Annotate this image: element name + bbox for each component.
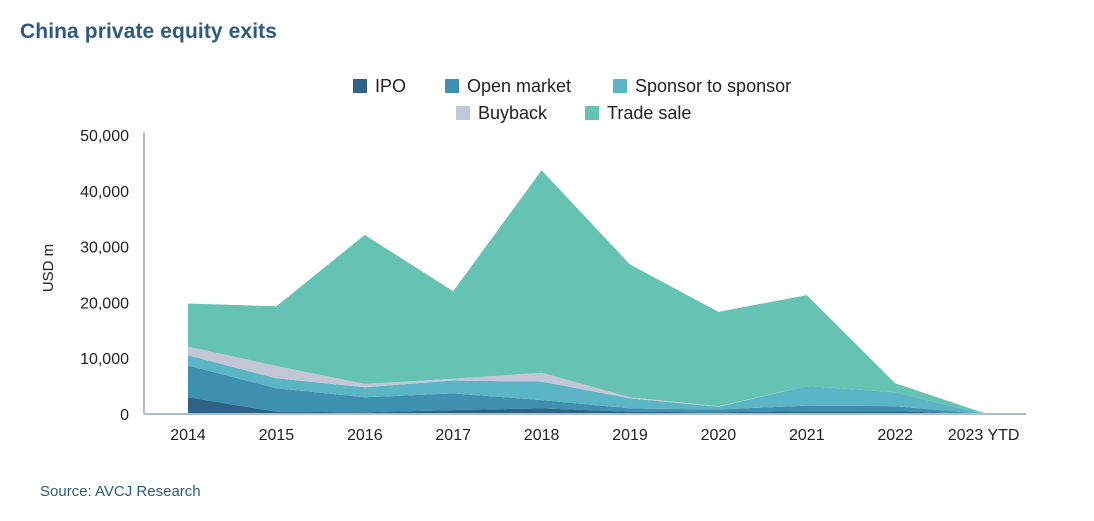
x-tick-label: 2019 — [612, 427, 648, 444]
source-note: Source: AVCJ Research — [40, 483, 201, 500]
legend-label: Sponsor to sponsor — [635, 76, 791, 96]
y-tick-label: 10,000 — [80, 351, 129, 368]
x-tick-label: 2018 — [524, 427, 560, 444]
legend-label: Buyback — [478, 103, 548, 123]
y-tick-label: 0 — [120, 407, 129, 424]
legend-item-buyback: Buyback — [456, 103, 548, 123]
x-tick-label: 2017 — [435, 427, 471, 444]
axes — [143, 132, 1026, 415]
legend-swatch — [585, 106, 599, 120]
y-tick-label: 20,000 — [80, 295, 129, 312]
x-tick-label: 2016 — [347, 427, 383, 444]
x-tick-label: 2015 — [259, 427, 295, 444]
y-tick-label: 40,000 — [80, 184, 129, 201]
legend-item-sponsor-to-sponsor: Sponsor to sponsor — [613, 76, 791, 96]
legend-swatch — [353, 79, 367, 93]
legend-swatch — [456, 106, 470, 120]
y-axis-title: USD m — [40, 244, 57, 292]
area-open-market — [188, 365, 984, 414]
area-ipo — [188, 397, 984, 414]
area-trade-sale — [188, 170, 984, 414]
area-sponsor-to-sponsor — [188, 355, 984, 414]
legend-item-trade-sale: Trade sale — [585, 103, 691, 123]
x-tick-label: 2022 — [877, 427, 913, 444]
legend-item-ipo: IPO — [353, 76, 406, 96]
legend-item-open-market: Open market — [445, 76, 571, 96]
legend-swatch — [613, 79, 627, 93]
legend-label: IPO — [375, 76, 406, 96]
area-series — [188, 170, 984, 414]
legend-label: Trade sale — [607, 103, 691, 123]
x-tick-label: 2020 — [701, 427, 737, 444]
legend-swatch — [445, 79, 459, 93]
x-axis-ticks: 2014 2015 2016 2017 2018 2019 2020 2021 2022 2023… — [170, 427, 1019, 444]
legend: IPO Open market Sponsor to sponsor Buyback T… — [353, 76, 791, 123]
y-axis-ticks: 0 10,000 20,000 30,000 40,000 50,000 — [80, 128, 129, 424]
y-tick-label: 50,000 — [80, 128, 129, 145]
x-tick-label: 2023 YTD — [948, 427, 1020, 444]
chart-title: China private equity exits — [20, 20, 278, 43]
x-tick-label: 2014 — [170, 427, 206, 444]
legend-label: Open market — [467, 76, 571, 96]
y-tick-label: 30,000 — [80, 240, 129, 257]
x-tick-label: 2021 — [789, 427, 825, 444]
